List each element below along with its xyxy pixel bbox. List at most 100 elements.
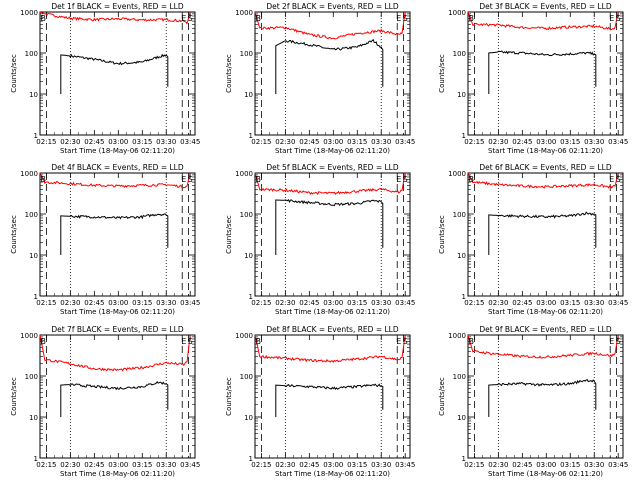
x-tick-label: 02:15 (36, 299, 56, 307)
y-tick-label: 10 (457, 252, 466, 260)
panel-title: Det 9f BLACK = Events, RED = LLD (479, 325, 612, 334)
x-tick-label: 03:30 (156, 138, 176, 146)
x-tick-label: 03:30 (584, 461, 604, 469)
x-axis-label: Start Time (18-May-06 02:11:20) (60, 147, 175, 155)
x-tick-label: 02:30 (275, 299, 295, 307)
plot-frame (467, 11, 624, 136)
x-tick-label: 02:45 (84, 138, 104, 146)
x-tick-label: 03:45 (180, 138, 200, 146)
plot-frame (467, 334, 624, 459)
x-tick-label: 03:00 (323, 299, 343, 307)
y-tick-label: 100 (240, 211, 253, 219)
detector-panel: Det 8f BLACK = Events, RED = LLD 1 10 100 10… (225, 325, 415, 478)
plot-frame (39, 172, 196, 297)
events-series-line (275, 383, 384, 417)
y-tick-label: 1 (34, 293, 38, 301)
plot-frame (39, 11, 196, 136)
marker-s: S (403, 175, 408, 184)
events-series-line (275, 38, 384, 94)
x-axis-label: Start Time (18-May-06 02:11:20) (488, 470, 603, 478)
marker-e: E (181, 14, 186, 23)
plot-frame (39, 334, 196, 459)
x-tick-label: 02:30 (488, 138, 508, 146)
lld-series-line (39, 172, 191, 189)
y-tick-label: 100 (453, 211, 466, 219)
panel-title: Det 8f BLACK = Events, RED = LLD (266, 325, 399, 334)
x-tick-label: 02:30 (488, 461, 508, 469)
x-tick-label: 02:30 (488, 299, 508, 307)
detector-panel: Det 2f BLACK = Events, RED = LLD 1 10 100 10… (225, 2, 415, 155)
marker-s: S (616, 175, 621, 184)
y-tick-label: 1 (462, 455, 466, 463)
x-tick-label: 02:45 (299, 138, 319, 146)
y-tick-label: 1 (34, 132, 38, 140)
panel-title: Det 4f BLACK = Events, RED = LLD (51, 163, 184, 172)
y-tick-label: 100 (240, 50, 253, 58)
events-series-line (488, 50, 597, 94)
marker-b: B (255, 175, 261, 184)
x-tick-label: 03:45 (395, 138, 415, 146)
panel-title: Det 7f BLACK = Events, RED = LLD (51, 325, 184, 334)
y-tick-label: 10 (29, 252, 38, 260)
marker-s: S (188, 14, 193, 23)
marker-e: E (609, 14, 614, 23)
x-tick-label: 02:45 (512, 138, 532, 146)
x-tick-label: 02:30 (275, 138, 295, 146)
x-tick-label: 02:45 (84, 299, 104, 307)
x-tick-label: 03:30 (371, 299, 391, 307)
x-tick-label: 03:45 (608, 299, 628, 307)
y-tick-label: 10 (244, 252, 253, 260)
panel-title: Det 1f BLACK = Events, RED = LLD (51, 2, 184, 11)
x-tick-label: 02:15 (464, 299, 484, 307)
x-tick-label: 03:15 (560, 461, 580, 469)
y-tick-label: 1000 (448, 332, 466, 340)
detector-panel: Det 9f BLACK = Events, RED = LLD 1 10 100 10… (438, 325, 628, 478)
marker-e: E (609, 337, 614, 346)
x-tick-label: 03:45 (608, 138, 628, 146)
y-tick-label: 1 (249, 132, 253, 140)
marker-e: E (181, 175, 186, 184)
marker-e: E (396, 175, 401, 184)
detector-panel: Det 4f BLACK = Events, RED = LLD 1 10 100 10… (10, 163, 200, 316)
x-tick-label: 02:15 (464, 461, 484, 469)
x-tick-label: 02:45 (84, 461, 104, 469)
x-tick-label: 02:15 (251, 138, 271, 146)
x-tick-label: 03:45 (180, 299, 200, 307)
y-axis-label: Counts/sec (10, 54, 18, 93)
y-tick-label: 10 (457, 414, 466, 422)
x-tick-label: 02:15 (464, 138, 484, 146)
y-tick-label: 100 (25, 211, 38, 219)
y-axis-label: Counts/sec (10, 215, 18, 254)
x-tick-label: 02:45 (299, 299, 319, 307)
marker-b: B (468, 175, 474, 184)
marker-e: E (396, 14, 401, 23)
x-tick-label: 03:15 (560, 299, 580, 307)
detector-panel: Det 5f BLACK = Events, RED = LLD 1 10 100 10… (225, 163, 415, 316)
marker-b: B (255, 14, 261, 23)
lld-series-line (254, 172, 406, 196)
lld-series-line (254, 11, 406, 40)
x-axis-label: Start Time (18-May-06 02:11:20) (275, 470, 390, 478)
lld-series-line (39, 334, 191, 372)
events-series-line (60, 380, 169, 417)
lld-series-line (39, 11, 191, 25)
marker-e: E (181, 337, 186, 346)
x-tick-label: 02:30 (275, 461, 295, 469)
x-tick-label: 02:45 (299, 461, 319, 469)
x-tick-label: 03:15 (347, 461, 367, 469)
y-tick-label: 10 (29, 91, 38, 99)
x-axis-label: Start Time (18-May-06 02:11:20) (275, 147, 390, 155)
x-tick-label: 02:45 (512, 299, 532, 307)
y-tick-label: 1 (462, 293, 466, 301)
y-tick-label: 100 (453, 373, 466, 381)
marker-b: B (40, 14, 46, 23)
y-axis-label: Counts/sec (438, 54, 446, 93)
x-tick-label: 03:30 (584, 299, 604, 307)
x-tick-label: 03:45 (608, 461, 628, 469)
x-tick-label: 03:45 (395, 299, 415, 307)
x-tick-label: 03:45 (395, 461, 415, 469)
x-tick-label: 03:15 (347, 138, 367, 146)
x-tick-label: 02:15 (251, 299, 271, 307)
marker-b: B (40, 337, 46, 346)
